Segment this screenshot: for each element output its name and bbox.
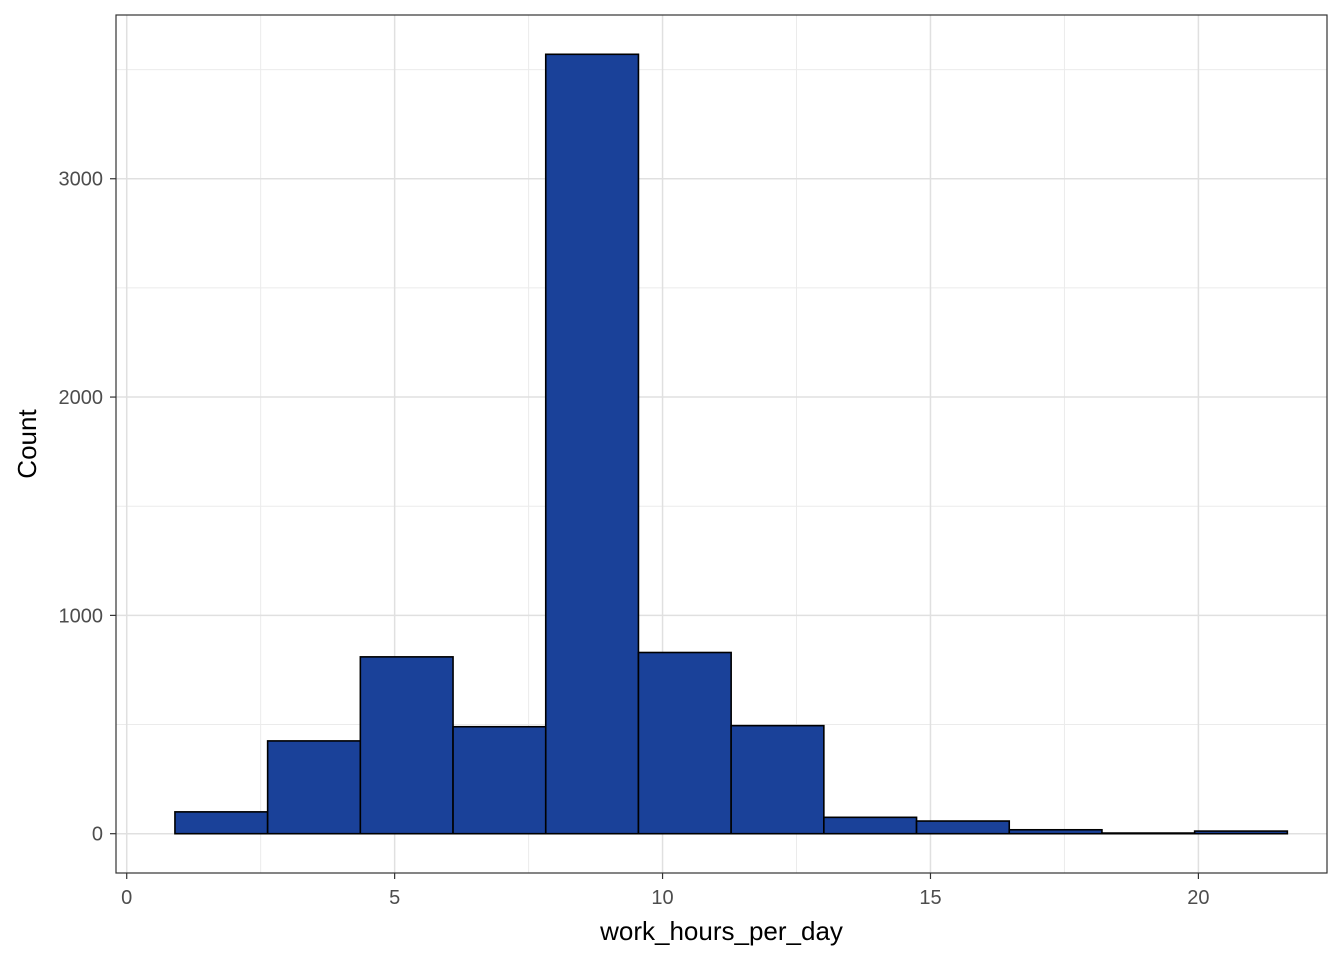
histogram-bar xyxy=(452,725,547,835)
histogram-bar xyxy=(730,724,825,835)
x-axis-ticks: 0 5 10 15 20 xyxy=(121,873,1210,909)
y-tick-label: 3000 xyxy=(59,169,104,191)
histogram-bar xyxy=(266,740,362,835)
histogram-bar xyxy=(823,816,918,835)
y-axis-ticks: 0 1000 2000 3000 xyxy=(59,169,116,846)
y-axis-title: Count xyxy=(12,409,42,479)
x-tick-label: 5 xyxy=(389,887,400,909)
histogram-bar xyxy=(1193,830,1289,835)
histogram-bar xyxy=(1101,832,1196,835)
histogram-bar xyxy=(359,656,454,835)
x-tick-label: 15 xyxy=(919,887,941,909)
x-tick-label: 10 xyxy=(651,887,673,909)
histogram-bar xyxy=(174,811,269,835)
histogram-bars xyxy=(174,53,1289,835)
y-tick-label: 1000 xyxy=(59,605,104,627)
x-tick-label: 0 xyxy=(121,887,132,909)
x-tick-label: 20 xyxy=(1187,887,1209,909)
y-tick-label: 2000 xyxy=(59,387,104,409)
histogram-bar xyxy=(1008,828,1103,835)
histogram-bar xyxy=(637,651,732,835)
y-tick-label: 0 xyxy=(92,824,103,846)
histogram-bar xyxy=(915,820,1011,835)
x-axis-title: work_hours_per_day xyxy=(599,916,843,946)
histogram-bar xyxy=(544,53,640,835)
panel-border xyxy=(115,14,1328,874)
